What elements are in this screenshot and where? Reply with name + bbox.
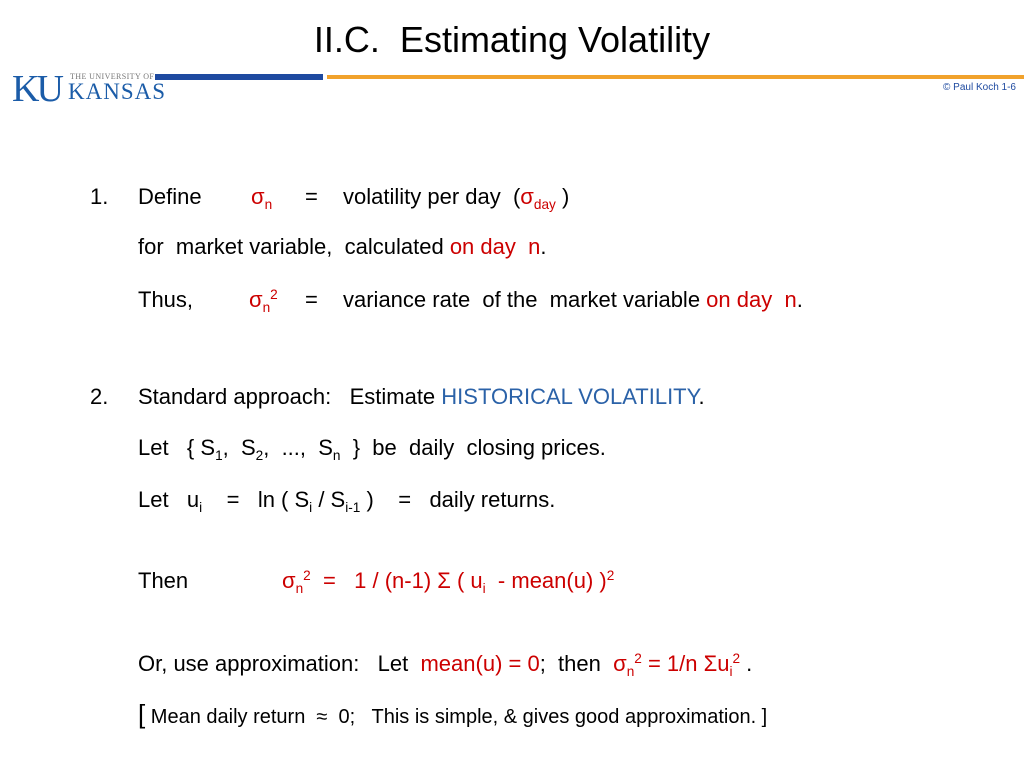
item2-heading: Standard approach: Estimate HISTORICAL V… [138,383,705,411]
item2-returns: Let ui = ln ( Si / Si-1 ) = daily return… [138,486,555,514]
logo-name: KANSAS [68,80,166,104]
item1-thus: Thus, [138,286,193,314]
slide-title: II.C. Estimating Volatility [0,18,1024,62]
item1-equals: = [305,183,318,211]
item2-prices: Let { S1, S2, ..., Sn } be daily closing… [138,434,606,462]
logo-ku-monogram: KU [12,70,61,108]
approximation-line: Or, use approximation: Let mean(u) = 0; … [138,650,752,678]
then-label: Then [138,567,188,595]
item1-line2: for market variable, calculated on day n… [138,233,546,261]
item1-line3: variance rate of the market variable on … [343,286,803,314]
item1-equals-2: = [305,286,318,314]
header-bar-blue [155,74,323,80]
copyright-notice: © Paul Koch 1-6 [943,82,1016,94]
item1-definition: volatility per day (σday ) [343,183,569,211]
header-bar-orange [327,75,1024,79]
university-logo: KU THE UNIVERSITY OF KANSAS [12,70,157,108]
item2-number: 2. [90,383,108,411]
item1-number: 1. [90,183,108,211]
approximation-note: [ Mean daily return ≈ 0; This is simple,… [138,700,767,731]
item1-define: Define [138,183,202,211]
variance-formula: σn2 = 1 / (n-1) Σ ( ui - mean(u) )2 [282,567,614,595]
item1-sigma-n-squared: σn2 [249,286,278,314]
item1-sigma-n: σn [251,183,272,211]
